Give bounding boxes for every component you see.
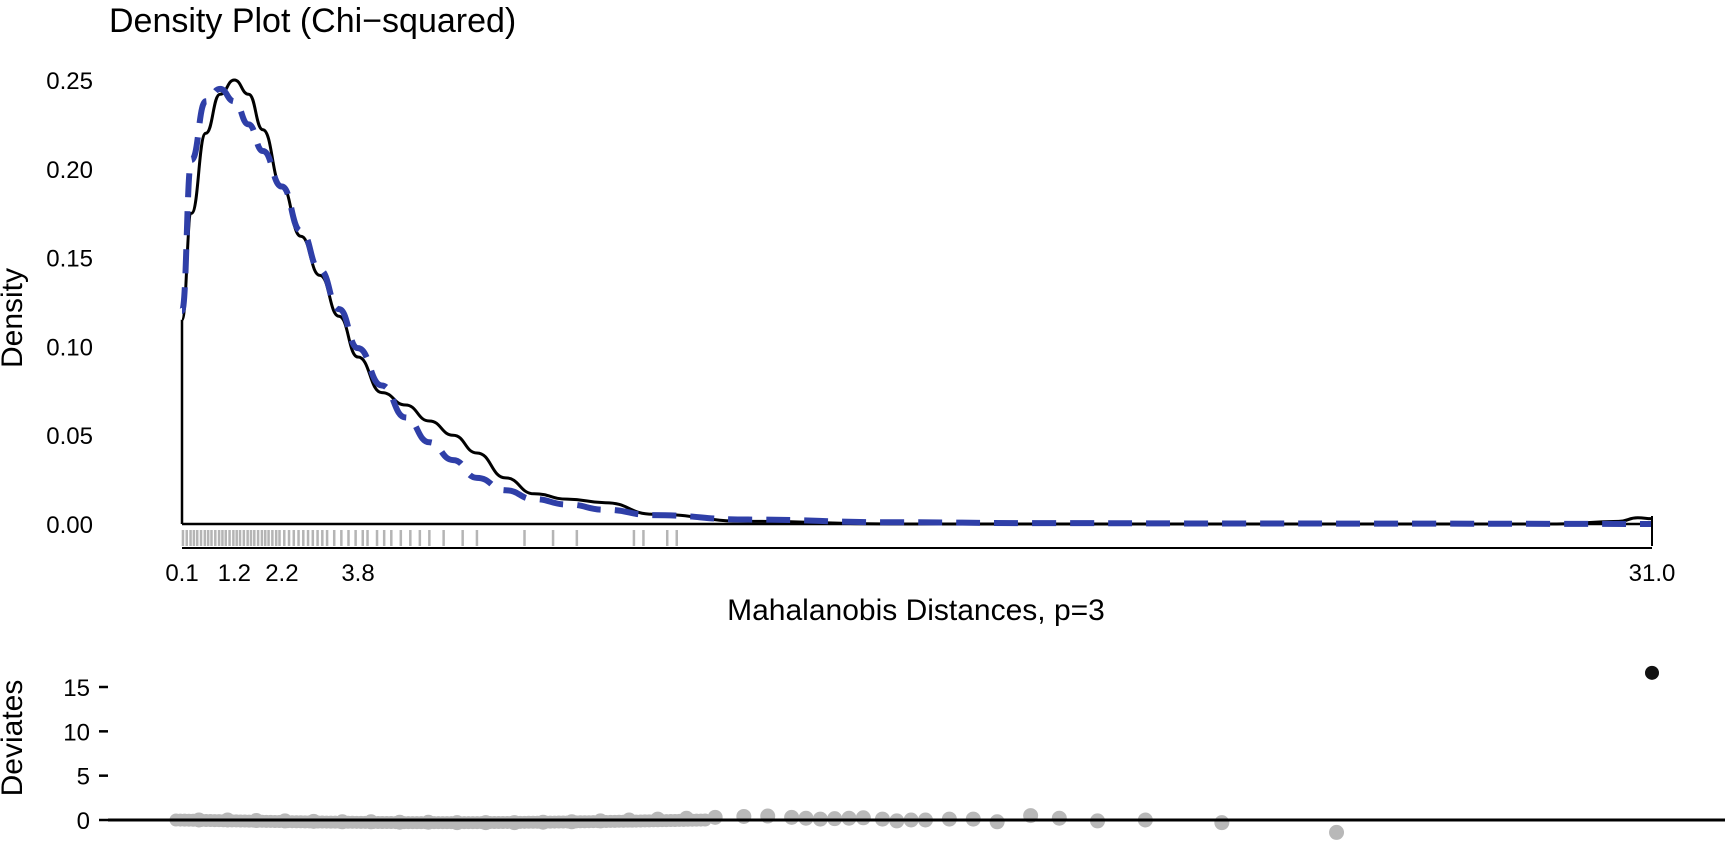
deviate-point [334,814,350,830]
deviate-point [841,810,857,826]
x-tick-label: 31.0 [1629,560,1676,587]
empirical-density-curve [180,78,1653,526]
x-tick-label: 2.2 [265,560,298,587]
deviates-y-axis-label: Deviates [0,680,29,797]
deviate-point [1329,824,1345,840]
deviate-point [989,814,1005,830]
x-tick-label: 1.2 [218,560,251,587]
deviate-point [506,815,522,831]
deviates-y-tick-label: 15 [63,675,90,702]
y-axis-label: Density [0,268,29,368]
deviate-point [449,815,465,831]
x-axis-label: Mahalanobis Distances, p=3 [727,594,1105,627]
chart-title: Density Plot (Chi−squared) [109,2,516,40]
outlier-point [1645,665,1659,680]
deviates-y-tick-label: 0 [77,808,90,835]
y-tick-label: 0.20 [46,157,93,184]
x-tick-label: 0.1 [165,560,198,587]
y-tick-label: 0.05 [46,423,93,450]
deviate-point [1214,815,1230,831]
deviate-point [855,810,871,826]
y-tick-label: 0.00 [46,512,93,539]
deviate-point [736,808,752,824]
deviates-panel: 0 5 10 15 [63,665,1725,840]
deviates-y-tick-label: 5 [77,764,90,791]
deviate-point [784,809,800,825]
deviate-point [535,814,551,830]
y-tick-label: 0.25 [46,68,93,95]
deviates-y-tick-label: 10 [63,719,90,746]
deviate-point [363,814,379,830]
deviate-point [798,810,814,826]
deviate-point [1051,810,1067,826]
deviate-point [678,810,694,826]
deviate-point [707,809,723,825]
deviate-point [420,814,436,830]
deviate-point [478,815,494,831]
y-tick-label: 0.15 [46,246,93,273]
y-tick-label: 0.10 [46,334,93,361]
x-tick-label: 3.8 [341,560,374,587]
deviate-point [564,814,580,830]
chi-squared-reference-curve [179,85,1653,527]
deviate-point [392,814,408,830]
density-panel: 0.00 0.05 0.10 0.15 0.20 0.25 0.1 1.2 2.2 3.8 31.0 [46,68,1675,587]
